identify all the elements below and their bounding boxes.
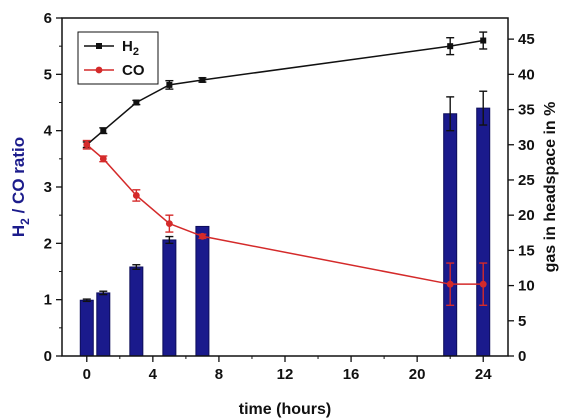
point-h2 [166, 81, 173, 88]
series-line-co [86, 144, 484, 285]
point-h2 [447, 43, 454, 50]
point-co [479, 280, 487, 288]
x-tick-label: 8 [215, 366, 223, 383]
legend-label-h2: H2 [122, 38, 139, 58]
x-axis-title: time (hours) [239, 401, 331, 418]
y-right-tick-label: 35 [518, 102, 535, 119]
y-axis-title-right: gas in headspace in % [542, 102, 559, 273]
point-co [165, 220, 173, 228]
y-right-tick-label: 10 [518, 278, 535, 295]
x-tick-label: 12 [277, 366, 294, 383]
y-axis-title-left-rest: / CO ratio [9, 137, 28, 218]
bar [129, 266, 144, 357]
bar [79, 299, 94, 357]
y-left-tick-label: 1 [44, 292, 52, 309]
bar-errors-layer [82, 90, 488, 303]
legend-label-h2-main: H [122, 38, 133, 55]
point-co [99, 155, 107, 163]
x-tick-label: 16 [343, 366, 360, 383]
legend-marker-h2 [96, 43, 102, 49]
bar [476, 107, 491, 357]
y-right-tick-label: 40 [518, 66, 535, 83]
legend-label-h2-subscript: 2 [133, 46, 139, 58]
point-h2 [100, 127, 107, 134]
y-right-tick-label: 25 [518, 172, 535, 189]
bars-layer [79, 107, 491, 357]
y-left-tick-label: 0 [44, 348, 52, 365]
y-right-tick-label: 15 [518, 242, 535, 259]
legend-marker-co [95, 66, 103, 74]
legend-label-co: CO [122, 62, 145, 79]
bar [162, 239, 177, 357]
legend: H2 CO [77, 31, 159, 85]
y-left-tick-label: 6 [44, 10, 52, 27]
point-co [199, 232, 206, 240]
y-right-tick-label: 30 [518, 137, 535, 154]
bar [96, 292, 111, 357]
bar [195, 225, 210, 357]
x-tick-label: 0 [83, 366, 91, 383]
point-co [83, 141, 91, 149]
point-h2 [199, 76, 206, 83]
y-left-tick-label: 4 [44, 123, 53, 140]
y-left-tick-label: 2 [44, 235, 52, 252]
point-co [446, 280, 454, 288]
x-tick-label: 20 [409, 366, 426, 383]
lines-layer [82, 31, 488, 306]
point-h2 [480, 37, 487, 44]
point-co [132, 192, 140, 199]
point-h2 [133, 99, 140, 106]
x-tick-label: 4 [149, 366, 158, 383]
x-tick-label: 24 [475, 366, 492, 383]
y-left-tick-label: 3 [44, 179, 52, 196]
y-right-tick-label: 0 [518, 348, 526, 365]
y-axis-title-left-subscript: 2 [18, 218, 32, 225]
y-right-tick-label: 5 [518, 313, 526, 330]
y-right-tick-label: 20 [518, 207, 535, 224]
y-left-tick-label: 5 [44, 66, 52, 83]
bar [443, 113, 458, 357]
y-right-tick-label: 45 [518, 31, 535, 48]
y-axis-title-left: H2 / CO ratio [9, 137, 32, 237]
legend-box [77, 31, 159, 85]
y-axis-title-left-main: H [9, 225, 28, 237]
